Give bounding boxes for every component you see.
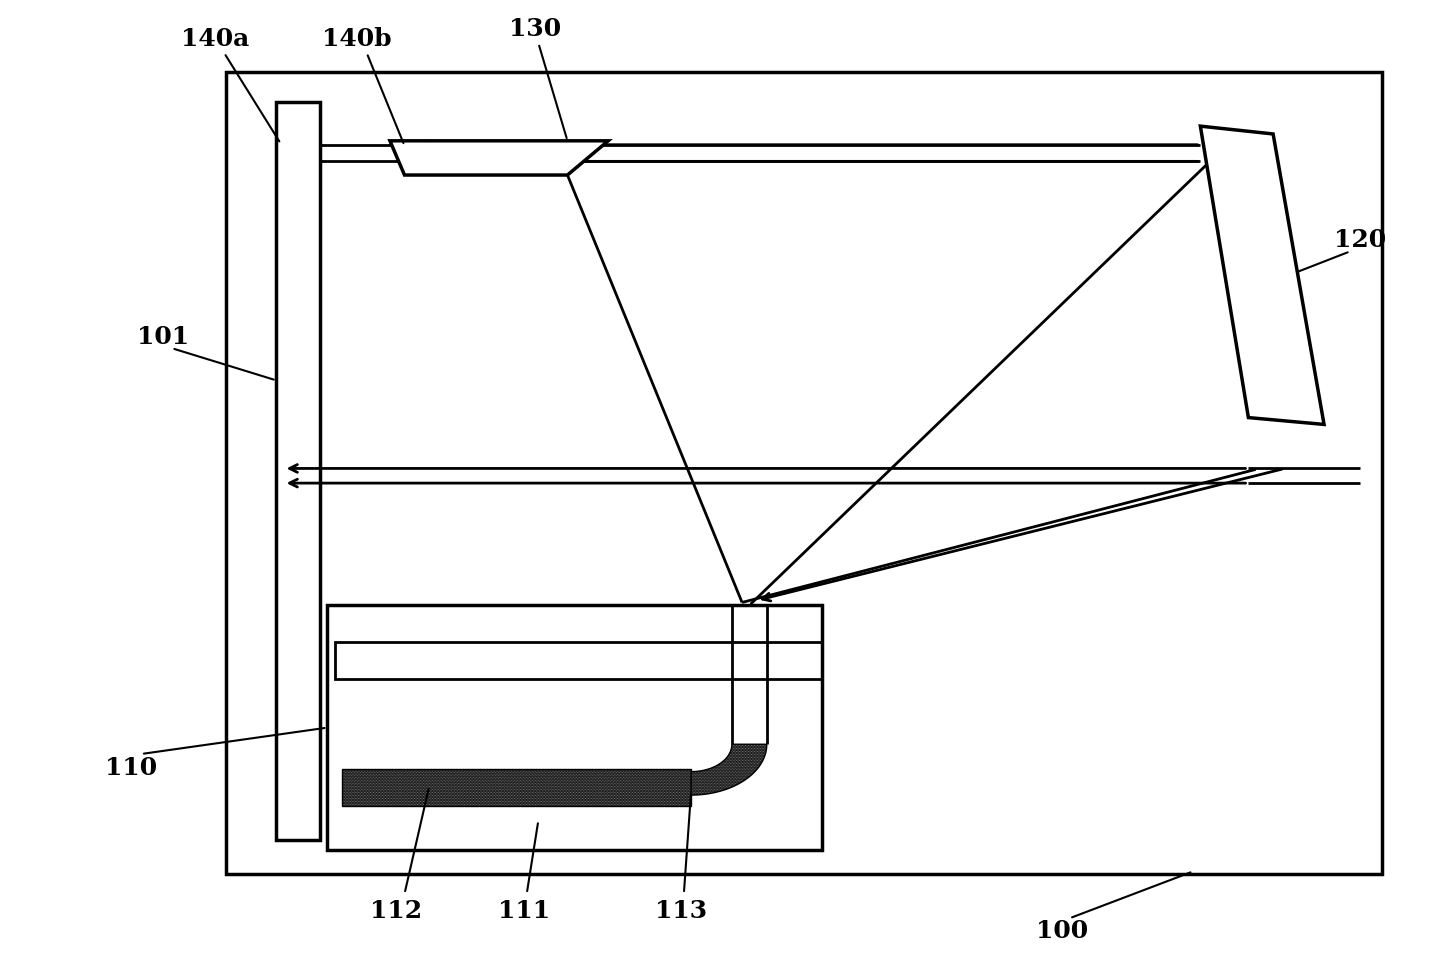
Text: 120: 120 [1334, 228, 1387, 251]
Text: 140a: 140a [182, 27, 249, 51]
Text: 140b: 140b [322, 27, 391, 51]
Text: 112: 112 [370, 899, 422, 922]
Text: 100: 100 [1036, 918, 1088, 942]
Text: 101: 101 [137, 325, 189, 349]
Bar [276, 103, 320, 840]
Text: 110: 110 [105, 755, 157, 779]
Bar [327, 606, 822, 850]
Bar [335, 642, 822, 679]
Text: 113: 113 [655, 899, 707, 922]
Polygon shape [691, 744, 767, 795]
Text: 111: 111 [498, 899, 550, 922]
Polygon shape [1200, 127, 1324, 425]
Bar [226, 73, 1382, 874]
Text: 130: 130 [509, 18, 562, 41]
Polygon shape [390, 142, 608, 176]
Bar [342, 769, 691, 806]
